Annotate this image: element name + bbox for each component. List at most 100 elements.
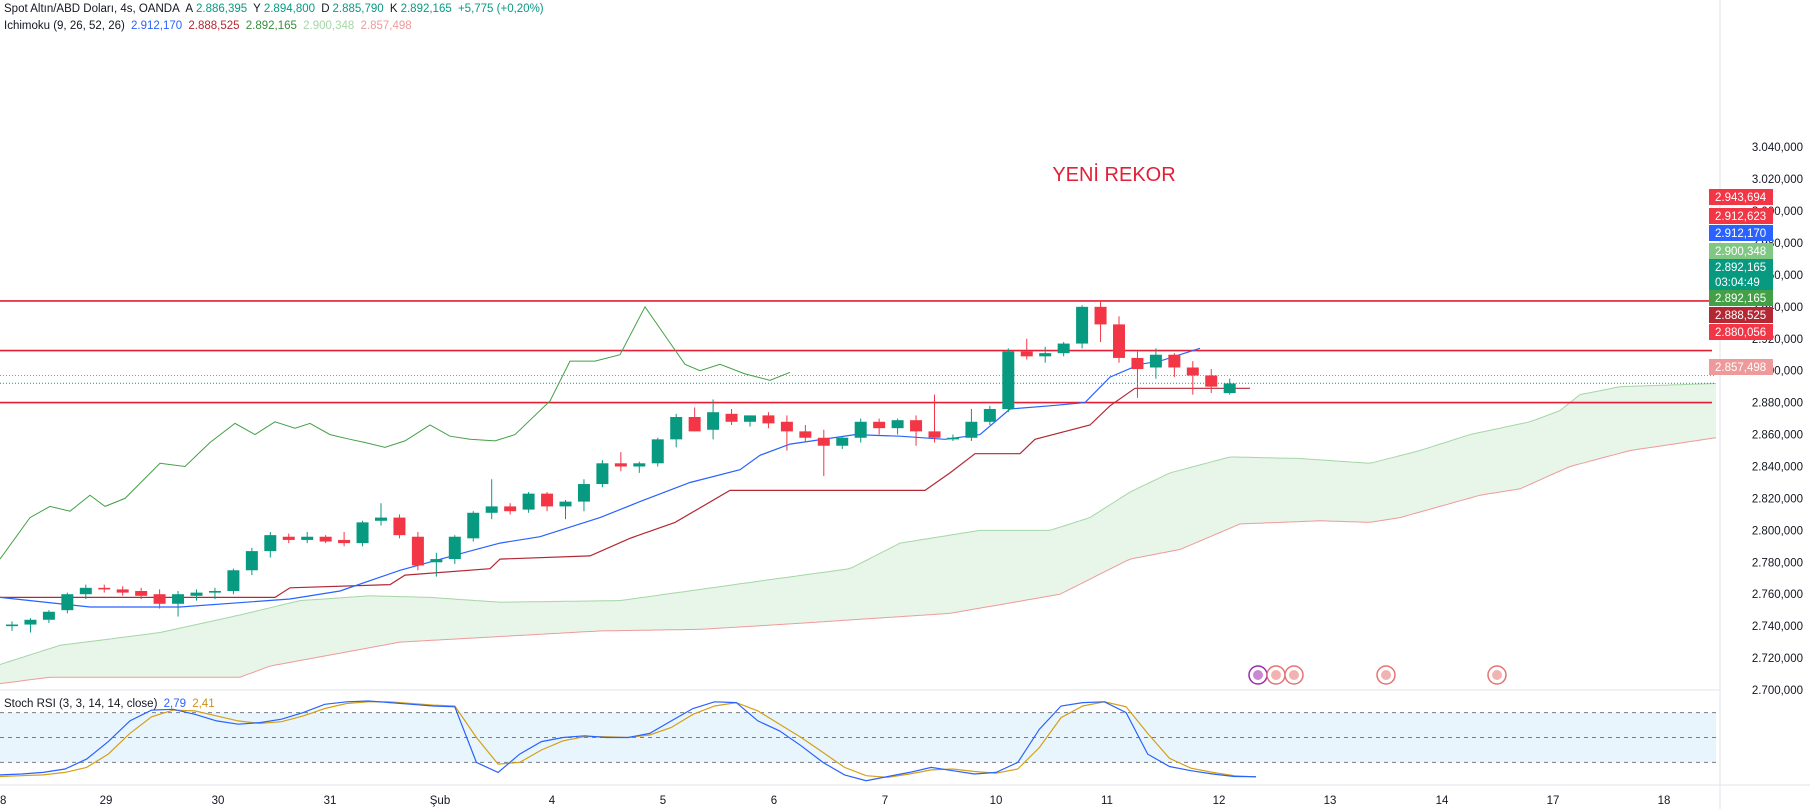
candle-body	[836, 437, 849, 446]
event-flag-inner	[1271, 670, 1281, 680]
candle-body	[854, 421, 867, 438]
candle	[485, 479, 498, 520]
candle	[577, 479, 590, 512]
ichimoku-label: Ichimoku (9, 26, 52, 26)	[4, 20, 125, 32]
candle-body	[245, 551, 258, 571]
candle-body	[1223, 383, 1236, 394]
price-label-box	[1709, 307, 1773, 323]
candle-body	[375, 517, 387, 521]
time-tick-label: 29	[100, 795, 113, 807]
price-label-box	[1709, 243, 1773, 259]
candle	[172, 591, 185, 617]
time-tick-label: 30	[212, 795, 225, 807]
stoch-k-value: 2,79	[163, 698, 187, 710]
ichimoku-legend[interactable]: Ichimoku (9, 26, 52, 26) 2.912,170 2.888…	[4, 19, 415, 33]
time-tick-label: Şub	[430, 795, 450, 807]
candle-body	[504, 506, 517, 512]
price-tick-label: 2.720,000	[1752, 653, 1803, 665]
price-label-text: 2.912,170	[1715, 228, 1766, 240]
ichimoku-cloud	[0, 383, 1717, 685]
price-axis[interactable]: 3.040,0003.020,0003.000,0002.980,0002.96…	[1709, 0, 1810, 809]
candle-body	[393, 517, 406, 536]
time-axis[interactable]: 28 29 30 31 Şub 4 5 6 7 10 11 12 13 14 17 18	[0, 784, 1810, 807]
candle	[1205, 369, 1218, 394]
candle-body	[614, 463, 627, 467]
kijun-sen	[0, 387, 1250, 598]
candle-body	[61, 594, 74, 611]
close-label: K	[389, 3, 398, 15]
symbol-title[interactable]: Spot Altın/ABD Doları, 4s, OANDA	[4, 3, 180, 15]
candle	[411, 531, 424, 571]
candle	[153, 589, 166, 609]
candle	[24, 618, 37, 633]
ichimoku-lines	[0, 305, 1250, 608]
time-tick-label: 28	[0, 795, 6, 807]
ichimoku-tenkan-value: 2.912,170	[131, 20, 183, 32]
candle	[596, 460, 609, 488]
low-label: D	[321, 3, 330, 15]
candle	[725, 409, 738, 425]
price-label-box	[1709, 274, 1773, 290]
price-label-text: 2.892,165	[1715, 262, 1766, 274]
symbol-header: Spot Altın/ABD Doları, 4s, OANDA A 2.886,…	[4, 2, 547, 16]
candle-body	[541, 493, 554, 507]
candle-body	[1094, 306, 1107, 325]
price-tick-label: 2.820,000	[1752, 493, 1803, 505]
candle	[79, 584, 92, 599]
candle-body	[522, 493, 535, 510]
candle	[319, 535, 332, 544]
price-grid	[0, 374, 1716, 384]
time-tick-label: 11	[1101, 795, 1113, 807]
stoch-d-value: 2,41	[192, 698, 215, 710]
tenkan-sen	[0, 347, 1201, 608]
candle	[522, 492, 535, 513]
candle-body	[946, 437, 959, 440]
event-flag-inner	[1253, 670, 1263, 680]
candle	[245, 547, 258, 576]
candle	[116, 586, 129, 596]
candle	[1020, 338, 1033, 360]
event-flag-inner	[1381, 670, 1391, 680]
candle-body	[153, 594, 166, 604]
candle-body	[1057, 343, 1070, 354]
candle	[1149, 348, 1162, 379]
candle-body	[467, 512, 480, 539]
candle-body	[762, 415, 775, 424]
candle-body	[79, 587, 92, 595]
stoch-k-line	[0, 700, 1257, 782]
candle	[1223, 378, 1236, 395]
candle	[98, 584, 111, 593]
candle-body	[135, 591, 148, 596]
candle	[282, 533, 295, 544]
candle-body	[633, 463, 646, 467]
candle	[208, 587, 221, 599]
candle	[541, 492, 554, 512]
price-label-text: 2.900,348	[1715, 246, 1766, 258]
candle	[670, 413, 683, 448]
ichimoku-span-a-value: 2.900,348	[303, 20, 355, 32]
candle-body	[338, 539, 351, 544]
change-value: +5,775 (+0,20%)	[457, 3, 544, 15]
candle	[61, 592, 74, 614]
candle	[338, 531, 351, 547]
senkou-span-a	[0, 383, 1717, 665]
price-tick-label: 3.020,000	[1752, 174, 1803, 186]
candle	[928, 394, 941, 443]
candle-body	[891, 420, 904, 429]
candle-body	[670, 416, 683, 440]
candle	[744, 415, 756, 427]
candle	[1076, 305, 1089, 349]
candle	[780, 415, 793, 451]
candle	[430, 552, 443, 577]
candle-body	[172, 594, 185, 604]
candle	[135, 587, 148, 599]
candle-body	[928, 431, 941, 438]
price-label-box	[1709, 324, 1773, 340]
price-tick-label: 2.800,000	[1752, 525, 1803, 537]
candle	[707, 399, 720, 440]
price-tick-label: 2.740,000	[1752, 621, 1803, 633]
high-label: Y	[253, 3, 261, 15]
stoch-legend[interactable]: Stoch RSI (3, 3, 14, 14, close) 2,79 2,4…	[4, 697, 218, 711]
axis-background	[1720, 0, 1810, 809]
